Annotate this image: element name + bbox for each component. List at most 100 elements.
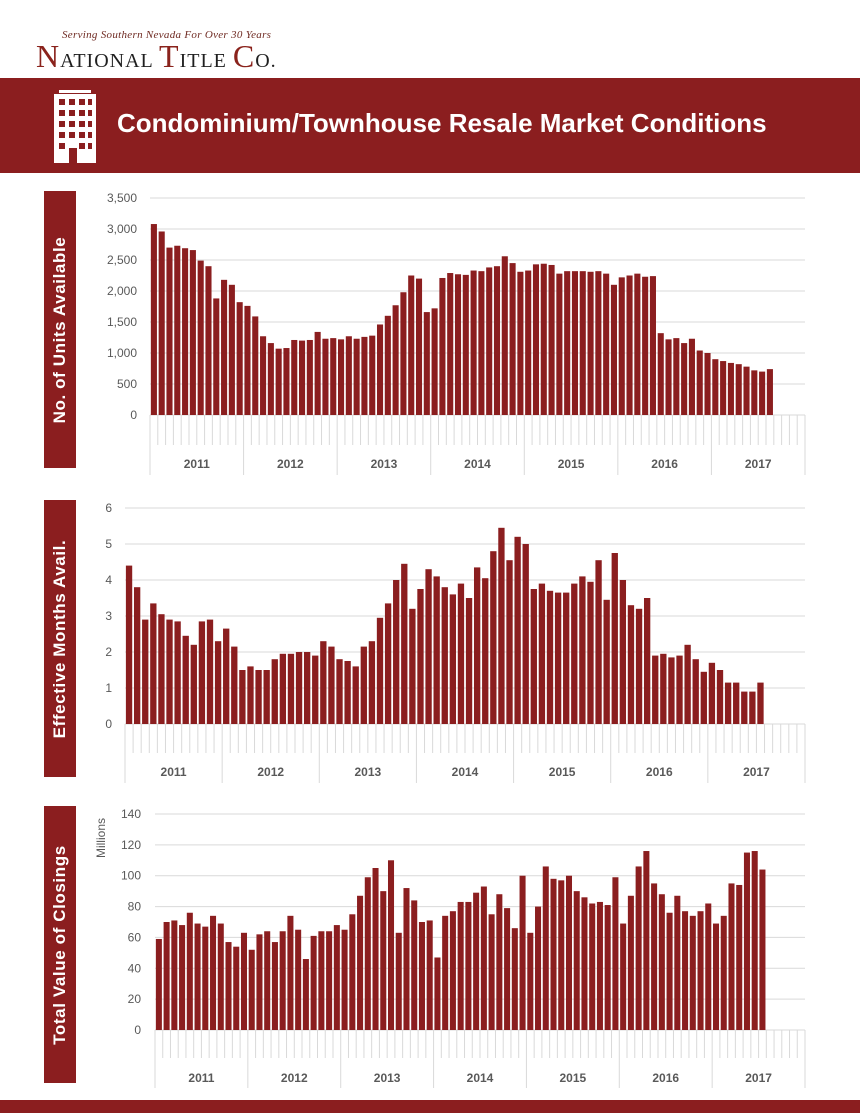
year-label: 2011 xyxy=(184,457,210,471)
bar xyxy=(442,915,449,1030)
bar xyxy=(202,926,209,1030)
bar xyxy=(166,247,173,415)
bar xyxy=(155,938,162,1030)
bar xyxy=(657,333,664,415)
bar xyxy=(400,292,407,415)
bar xyxy=(470,270,477,415)
year-label: 2016 xyxy=(652,1071,679,1085)
bar xyxy=(712,923,720,1030)
bar xyxy=(736,884,743,1030)
y-tick-label: 80 xyxy=(128,900,142,914)
bar xyxy=(603,273,610,415)
y-tick-label: 120 xyxy=(121,838,141,852)
bar xyxy=(506,560,513,724)
bar xyxy=(749,691,756,724)
bar xyxy=(434,957,441,1030)
bar xyxy=(441,587,448,724)
bar xyxy=(720,915,727,1030)
y-tick-label: 0 xyxy=(105,717,112,731)
bar xyxy=(766,369,773,415)
bar xyxy=(720,361,727,415)
bar xyxy=(546,590,554,724)
year-label: 2015 xyxy=(549,765,576,779)
bar xyxy=(522,544,529,724)
bar xyxy=(626,275,633,415)
y-tick-label: 1,500 xyxy=(107,315,137,329)
bar xyxy=(704,353,711,415)
bar xyxy=(263,670,270,724)
bar xyxy=(612,877,619,1030)
bar xyxy=(395,932,402,1030)
bar xyxy=(486,267,493,415)
bar xyxy=(465,901,472,1030)
bar xyxy=(403,888,410,1030)
bar xyxy=(493,266,501,415)
year-label: 2015 xyxy=(558,457,585,471)
bar xyxy=(652,655,659,724)
bar xyxy=(550,878,557,1030)
bar xyxy=(504,908,511,1030)
bar xyxy=(418,922,425,1030)
bar xyxy=(194,923,201,1030)
bar xyxy=(627,895,634,1030)
bar xyxy=(236,302,243,415)
bar xyxy=(369,335,376,415)
y-tick-label: 2,500 xyxy=(107,253,137,267)
bar xyxy=(682,911,689,1030)
bar xyxy=(548,264,555,415)
bar xyxy=(252,316,259,415)
bar xyxy=(368,641,376,724)
bar xyxy=(759,371,766,415)
bar xyxy=(433,576,440,724)
bar xyxy=(482,578,489,724)
bar xyxy=(634,273,641,415)
side-label-units: No. of Units Available xyxy=(44,191,76,468)
bar xyxy=(223,628,230,724)
bar xyxy=(542,866,549,1030)
bar xyxy=(233,946,240,1030)
bar xyxy=(417,589,424,724)
bar xyxy=(696,350,703,415)
bar xyxy=(322,338,329,415)
year-label: 2013 xyxy=(371,457,398,471)
bar xyxy=(318,931,325,1030)
bar xyxy=(733,682,740,724)
bar xyxy=(158,614,165,724)
bar xyxy=(665,339,672,415)
bar xyxy=(618,277,625,415)
bar xyxy=(392,305,399,415)
bar xyxy=(336,659,343,724)
bar xyxy=(174,245,181,415)
company-logo: NATIONAL TITLE CO. xyxy=(36,38,277,74)
bar xyxy=(357,895,364,1030)
year-label: 2014 xyxy=(467,1071,494,1085)
logo-tagline: Serving Southern Nevada For Over 30 Year… xyxy=(62,29,272,41)
bar xyxy=(449,594,457,724)
bar xyxy=(712,359,719,415)
bar xyxy=(660,653,667,724)
bar xyxy=(635,608,643,724)
bar xyxy=(519,875,526,1030)
bar xyxy=(517,271,524,415)
year-label: 2011 xyxy=(188,1071,214,1085)
bar xyxy=(376,324,384,415)
bar xyxy=(271,942,278,1030)
bar xyxy=(333,925,340,1030)
bar xyxy=(563,592,570,724)
bar xyxy=(213,298,220,415)
year-label: 2014 xyxy=(464,457,491,471)
y-tick-label: 1 xyxy=(105,681,112,695)
bar xyxy=(225,942,232,1030)
bar xyxy=(186,912,193,1030)
bar xyxy=(248,949,255,1030)
bar xyxy=(700,671,707,724)
bar xyxy=(384,603,392,724)
year-label: 2016 xyxy=(646,765,673,779)
bar xyxy=(295,929,302,1030)
bar xyxy=(708,662,716,724)
bar xyxy=(240,932,248,1030)
bar xyxy=(603,599,610,724)
bar xyxy=(328,646,335,724)
bar xyxy=(727,362,734,415)
